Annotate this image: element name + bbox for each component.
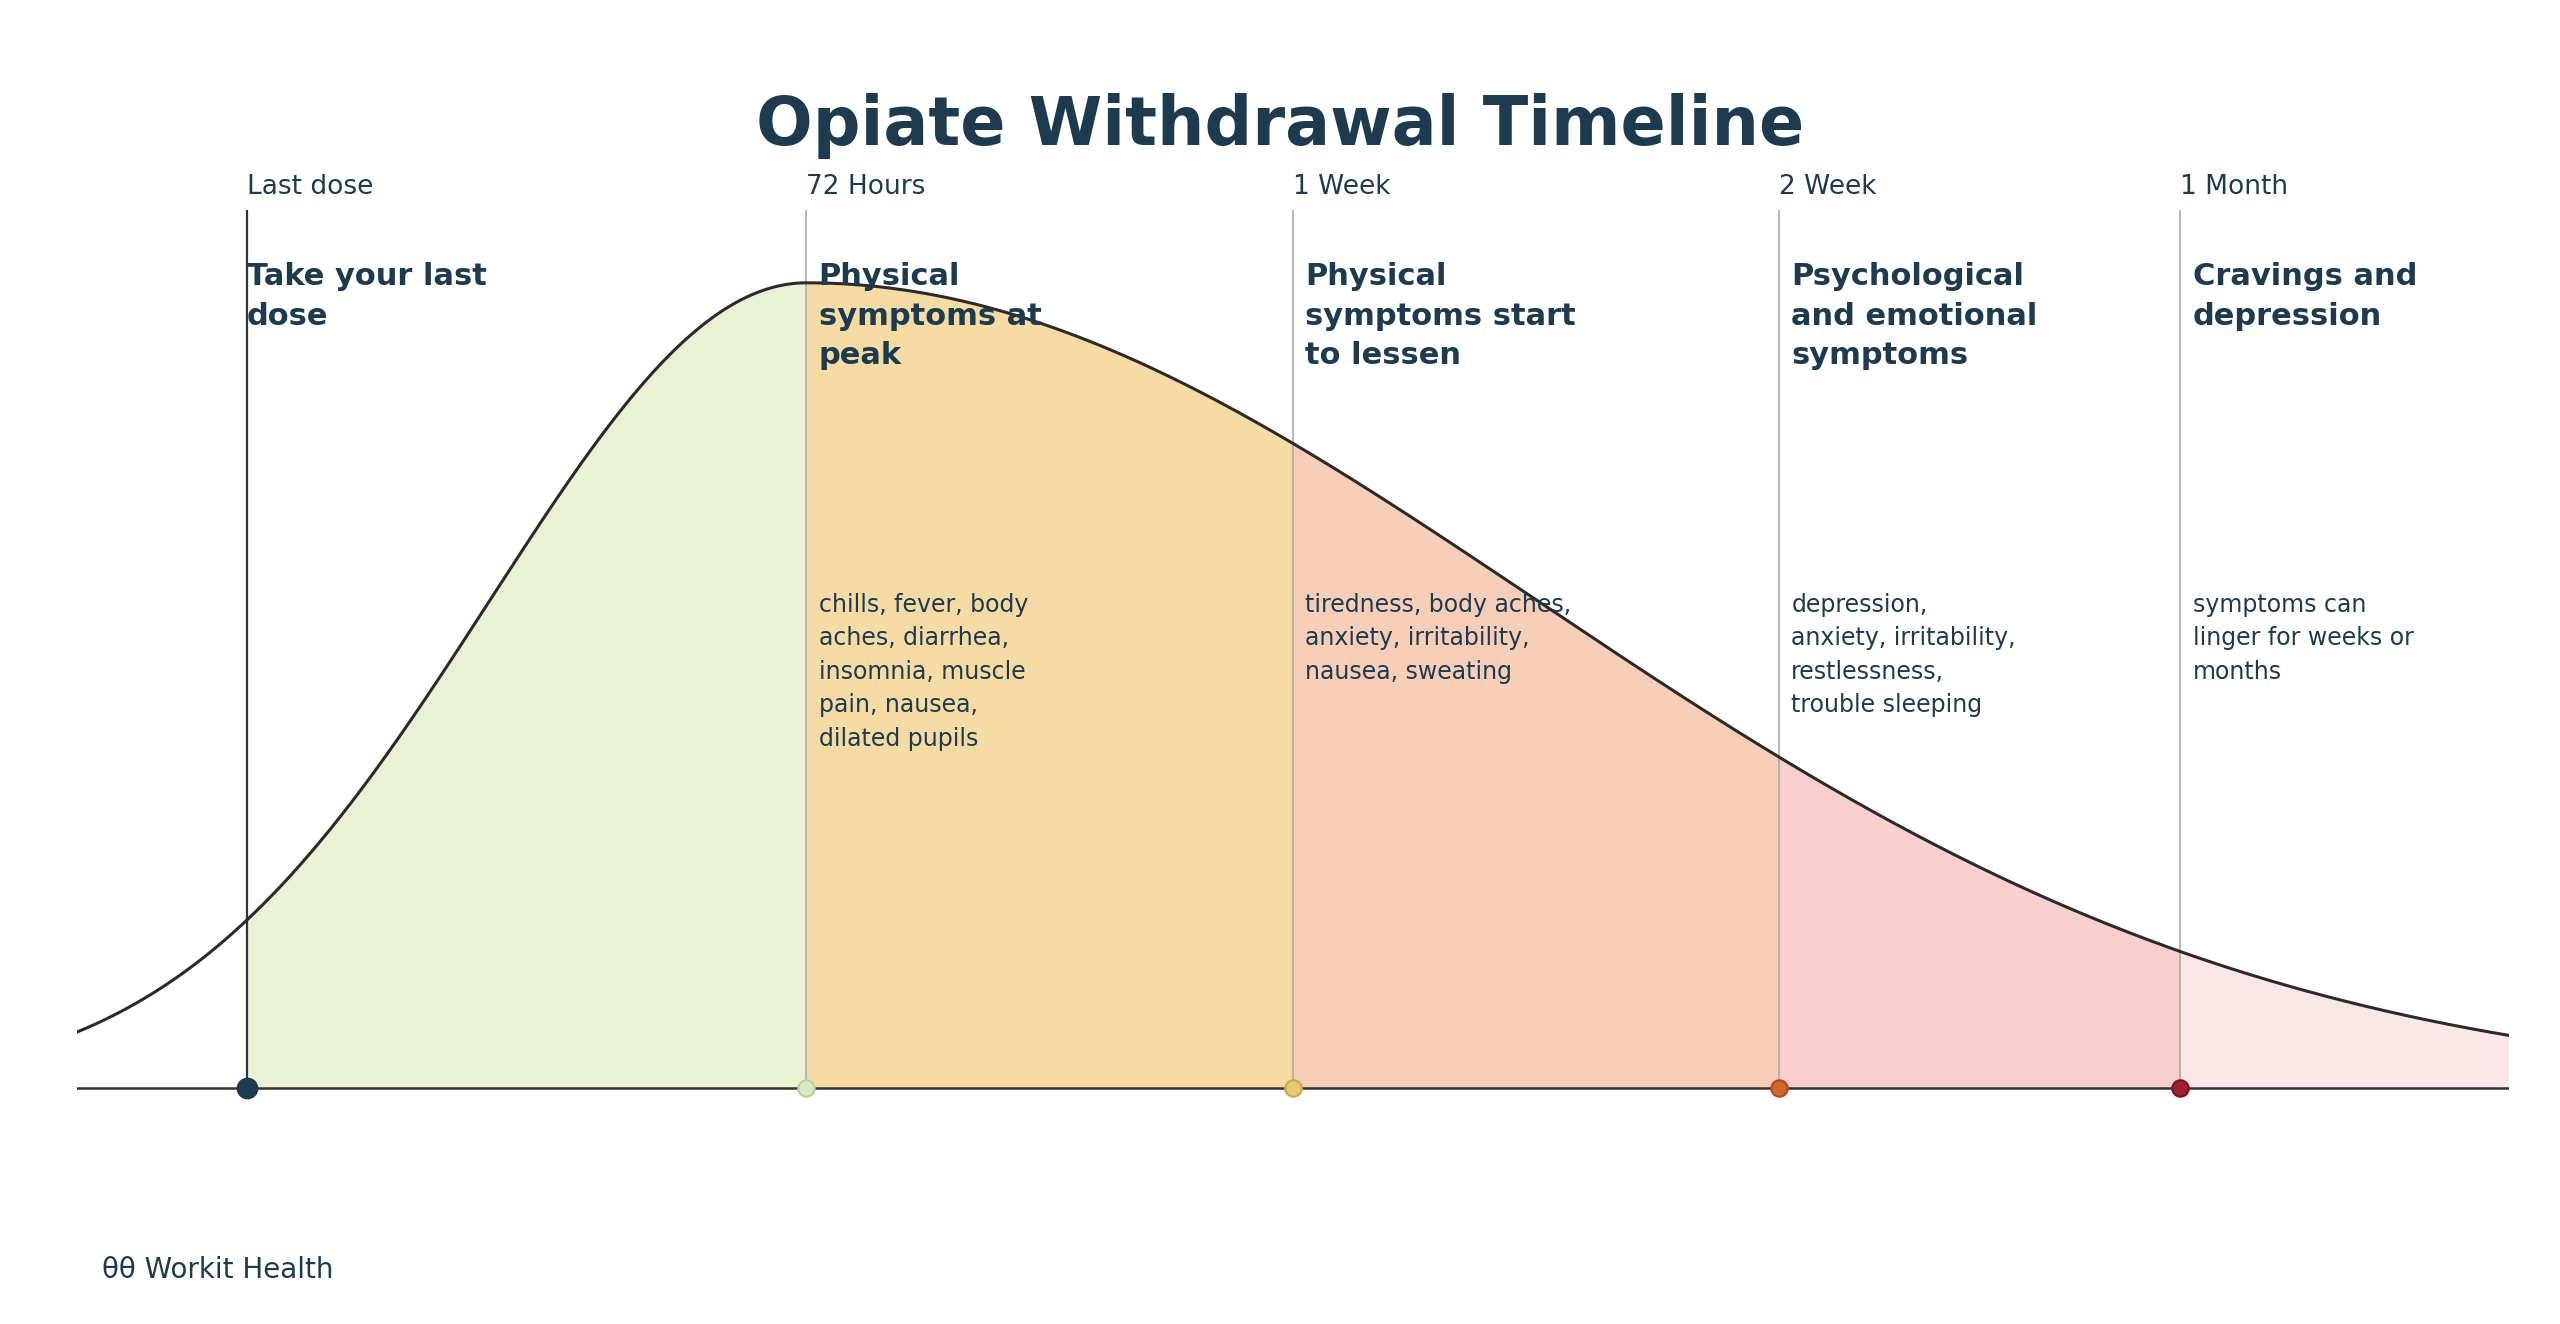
Polygon shape: [1293, 444, 1779, 1088]
Text: 1 Month: 1 Month: [2181, 175, 2289, 200]
Text: Opiate Withdrawal Timeline: Opiate Withdrawal Timeline: [755, 93, 1805, 159]
Text: θθ Workit Health: θθ Workit Health: [102, 1256, 333, 1284]
Text: Physical
symptoms start
to lessen: Physical symptoms start to lessen: [1306, 262, 1577, 369]
Text: chills, fever, body
aches, diarrhea,
insomnia, muscle
pain, nausea,
dilated pupi: chills, fever, body aches, diarrhea, ins…: [819, 593, 1029, 751]
Text: Psychological
and emotional
symptoms: Psychological and emotional symptoms: [1792, 262, 2038, 369]
Polygon shape: [2181, 952, 2509, 1088]
Polygon shape: [806, 283, 1293, 1088]
Text: Physical
symptoms at
peak: Physical symptoms at peak: [819, 262, 1042, 369]
Text: Cravings and
depression: Cravings and depression: [2194, 262, 2417, 331]
Point: [786, 1078, 827, 1099]
Text: tiredness, body aches,
anxiety, irritability,
nausea, sweating: tiredness, body aches, anxiety, irritabi…: [1306, 593, 1572, 683]
Text: 1 Week: 1 Week: [1293, 175, 1390, 200]
Point: [1759, 1078, 1800, 1099]
Text: Last dose: Last dose: [248, 175, 374, 200]
Point: [1272, 1078, 1313, 1099]
Polygon shape: [248, 283, 806, 1088]
Text: depression,
anxiety, irritability,
restlessness,
trouble sleeping: depression, anxiety, irritability, restl…: [1792, 593, 2015, 718]
Polygon shape: [1779, 757, 2181, 1088]
Point: [2161, 1078, 2202, 1099]
Text: Take your last
dose: Take your last dose: [248, 262, 486, 331]
Point: [228, 1078, 269, 1099]
Text: symptoms can
linger for weeks or
months: symptoms can linger for weeks or months: [2194, 593, 2414, 683]
Text: 2 Week: 2 Week: [1779, 175, 1876, 200]
Text: 72 Hours: 72 Hours: [806, 175, 927, 200]
